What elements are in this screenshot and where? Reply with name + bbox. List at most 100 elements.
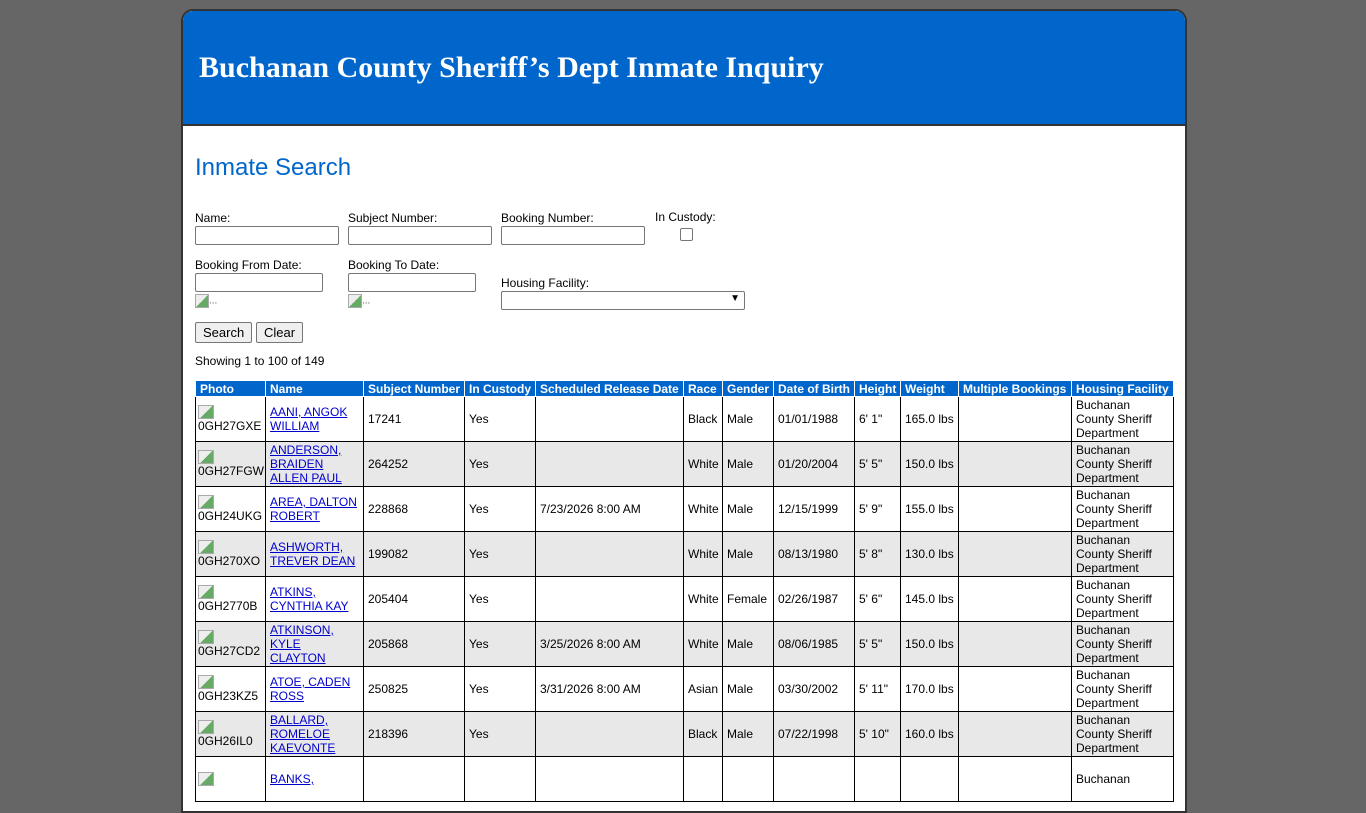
cell-photo[interactable]: 0GH26IL0 bbox=[195, 711, 266, 757]
inmate-name-link[interactable]: BALLARD, ROMELOE KAEVONTE bbox=[270, 713, 336, 755]
cell-scheduled-release-date bbox=[535, 441, 684, 487]
cell-height: 5' 6" bbox=[854, 576, 901, 622]
cell-date-of-birth: 01/01/1988 bbox=[773, 396, 855, 442]
cell-in-custody: Yes bbox=[464, 531, 536, 577]
column-header: Gender bbox=[722, 381, 774, 397]
column-header: Height bbox=[854, 381, 901, 397]
clear-button[interactable]: Clear bbox=[256, 322, 304, 343]
cell-housing-facility: Buchanan bbox=[1071, 756, 1174, 802]
cell-housing-facility: Buchanan County Sheriff Department bbox=[1071, 531, 1174, 577]
booking-from-date-input[interactable] bbox=[195, 273, 323, 292]
cell-subject-number: 199082 bbox=[363, 531, 465, 577]
inmate-name-link[interactable]: AREA, DALTON ROBERT bbox=[270, 495, 357, 523]
cell-scheduled-release-date bbox=[535, 756, 684, 802]
cell-scheduled-release-date: 7/23/2026 8:00 AM bbox=[535, 486, 684, 532]
cell-subject-number: 205404 bbox=[363, 576, 465, 622]
cell-subject-number: 250825 bbox=[363, 666, 465, 712]
cell-photo[interactable]: 0GH27FGW bbox=[195, 441, 266, 487]
photo-icon[interactable] bbox=[198, 405, 214, 419]
cell-weight: 145.0 lbs bbox=[900, 576, 959, 622]
table-row: 0GH27CD2 ATKINSON, KYLE CLAYTON 205868 Yes 3… bbox=[195, 621, 1174, 667]
column-header: Name bbox=[265, 381, 364, 397]
cell-height: 5' 5" bbox=[854, 621, 901, 667]
cell-weight: 150.0 lbs bbox=[900, 621, 959, 667]
cell-gender: Male bbox=[722, 666, 774, 712]
photo-alt-text: 0GH27GXE bbox=[198, 419, 262, 433]
cell-scheduled-release-date: 3/31/2026 8:00 AM bbox=[535, 666, 684, 712]
calendar-alt-text: ... bbox=[362, 295, 371, 307]
cell-weight: 160.0 lbs bbox=[900, 711, 959, 757]
cell-name: BALLARD, ROMELOE KAEVONTE bbox=[265, 711, 364, 757]
in-custody-checkbox[interactable] bbox=[680, 228, 693, 241]
photo-alt-text: 0GH27FGW bbox=[198, 464, 265, 478]
photo-icon[interactable] bbox=[198, 630, 214, 644]
cell-weight: 165.0 lbs bbox=[900, 396, 959, 442]
cell-name: ATKINS, CYNTHIA KAY bbox=[265, 576, 364, 622]
cell-multiple-bookings bbox=[958, 666, 1072, 712]
name-input[interactable] bbox=[195, 226, 339, 245]
photo-icon[interactable] bbox=[198, 540, 214, 554]
cell-photo[interactable]: 0GH23KZ5 bbox=[195, 666, 266, 712]
cell-in-custody: Yes bbox=[464, 486, 536, 532]
booking-from-date-label: Booking From Date: bbox=[195, 258, 302, 272]
cell-name: ANDERSON, BRAIDEN ALLEN PAUL bbox=[265, 441, 364, 487]
cell-subject-number: 17241 bbox=[363, 396, 465, 442]
booking-number-input[interactable] bbox=[501, 226, 645, 245]
inmate-name-link[interactable]: AANI, ANGOK WILLIAM bbox=[270, 405, 348, 433]
inmate-name-link[interactable]: ANDERSON, BRAIDEN ALLEN PAUL bbox=[270, 443, 342, 485]
booking-to-date-label: Booking To Date: bbox=[348, 258, 440, 272]
table-row: 0GH27FGW ANDERSON, BRAIDEN ALLEN PAUL 2642… bbox=[195, 441, 1174, 487]
photo-alt-text: 0GH2770B bbox=[198, 599, 258, 613]
inmate-name-link[interactable]: ATOE, CADEN ROSS bbox=[270, 675, 351, 703]
cell-multiple-bookings bbox=[958, 621, 1072, 667]
cell-photo[interactable] bbox=[195, 756, 266, 802]
inmate-name-link[interactable]: BANKS, bbox=[270, 772, 315, 786]
cell-gender: Male bbox=[722, 396, 774, 442]
cell-race: White bbox=[683, 486, 723, 532]
cell-in-custody: Yes bbox=[464, 621, 536, 667]
search-button[interactable]: Search bbox=[195, 322, 253, 343]
inmate-name-link[interactable]: ASHWORTH, TREVER DEAN bbox=[270, 540, 356, 568]
cell-date-of-birth: 12/15/1999 bbox=[773, 486, 855, 532]
photo-icon[interactable] bbox=[198, 450, 214, 464]
cell-multiple-bookings bbox=[958, 441, 1072, 487]
cell-in-custody: Yes bbox=[464, 711, 536, 757]
cell-multiple-bookings bbox=[958, 531, 1072, 577]
photo-icon[interactable] bbox=[198, 772, 214, 786]
calendar-icon[interactable]: ... bbox=[195, 294, 217, 308]
results-summary: Showing 1 to 100 of 149 bbox=[195, 354, 325, 368]
column-header: Race bbox=[683, 381, 723, 397]
cell-race: Asian bbox=[683, 666, 723, 712]
booking-to-date-input[interactable] bbox=[348, 273, 476, 292]
cell-name: ASHWORTH, TREVER DEAN bbox=[265, 531, 364, 577]
photo-icon[interactable] bbox=[198, 720, 214, 734]
cell-gender: Male bbox=[722, 621, 774, 667]
cell-name: ATOE, CADEN ROSS bbox=[265, 666, 364, 712]
subject-number-input[interactable] bbox=[348, 226, 492, 245]
table-row: 0GH24UKG AREA, DALTON ROBERT 228868 Yes 7/23… bbox=[195, 486, 1174, 532]
calendar-icon[interactable]: ... bbox=[348, 294, 370, 308]
inmate-name-link[interactable]: ATKINS, CYNTHIA KAY bbox=[270, 585, 349, 613]
photo-icon[interactable] bbox=[198, 675, 214, 689]
cell-scheduled-release-date bbox=[535, 396, 684, 442]
cell-in-custody: Yes bbox=[464, 666, 536, 712]
housing-facility-select[interactable]: ▼ bbox=[501, 291, 745, 310]
cell-photo[interactable]: 0GH24UKG bbox=[195, 486, 266, 532]
cell-housing-facility: Buchanan County Sheriff Department bbox=[1071, 486, 1174, 532]
cell-multiple-bookings bbox=[958, 711, 1072, 757]
cell-photo[interactable]: 0GH270XO bbox=[195, 531, 266, 577]
column-header: Multiple Bookings bbox=[958, 381, 1072, 397]
cell-photo[interactable]: 0GH2770B bbox=[195, 576, 266, 622]
column-header: Scheduled Release Date bbox=[535, 381, 684, 397]
inmate-table: Photo Name Subject Number In Custody Schedul… bbox=[195, 381, 1174, 802]
cell-multiple-bookings bbox=[958, 756, 1072, 802]
cell-photo[interactable]: 0GH27GXE bbox=[195, 396, 266, 442]
column-header: Housing Facility bbox=[1071, 381, 1174, 397]
inmate-name-link[interactable]: ATKINSON, KYLE CLAYTON bbox=[270, 623, 334, 665]
cell-in-custody: Yes bbox=[464, 441, 536, 487]
photo-icon[interactable] bbox=[198, 585, 214, 599]
cell-photo[interactable]: 0GH27CD2 bbox=[195, 621, 266, 667]
photo-icon[interactable] bbox=[198, 495, 214, 509]
cell-housing-facility: Buchanan County Sheriff Department bbox=[1071, 666, 1174, 712]
cell-gender bbox=[722, 756, 774, 802]
